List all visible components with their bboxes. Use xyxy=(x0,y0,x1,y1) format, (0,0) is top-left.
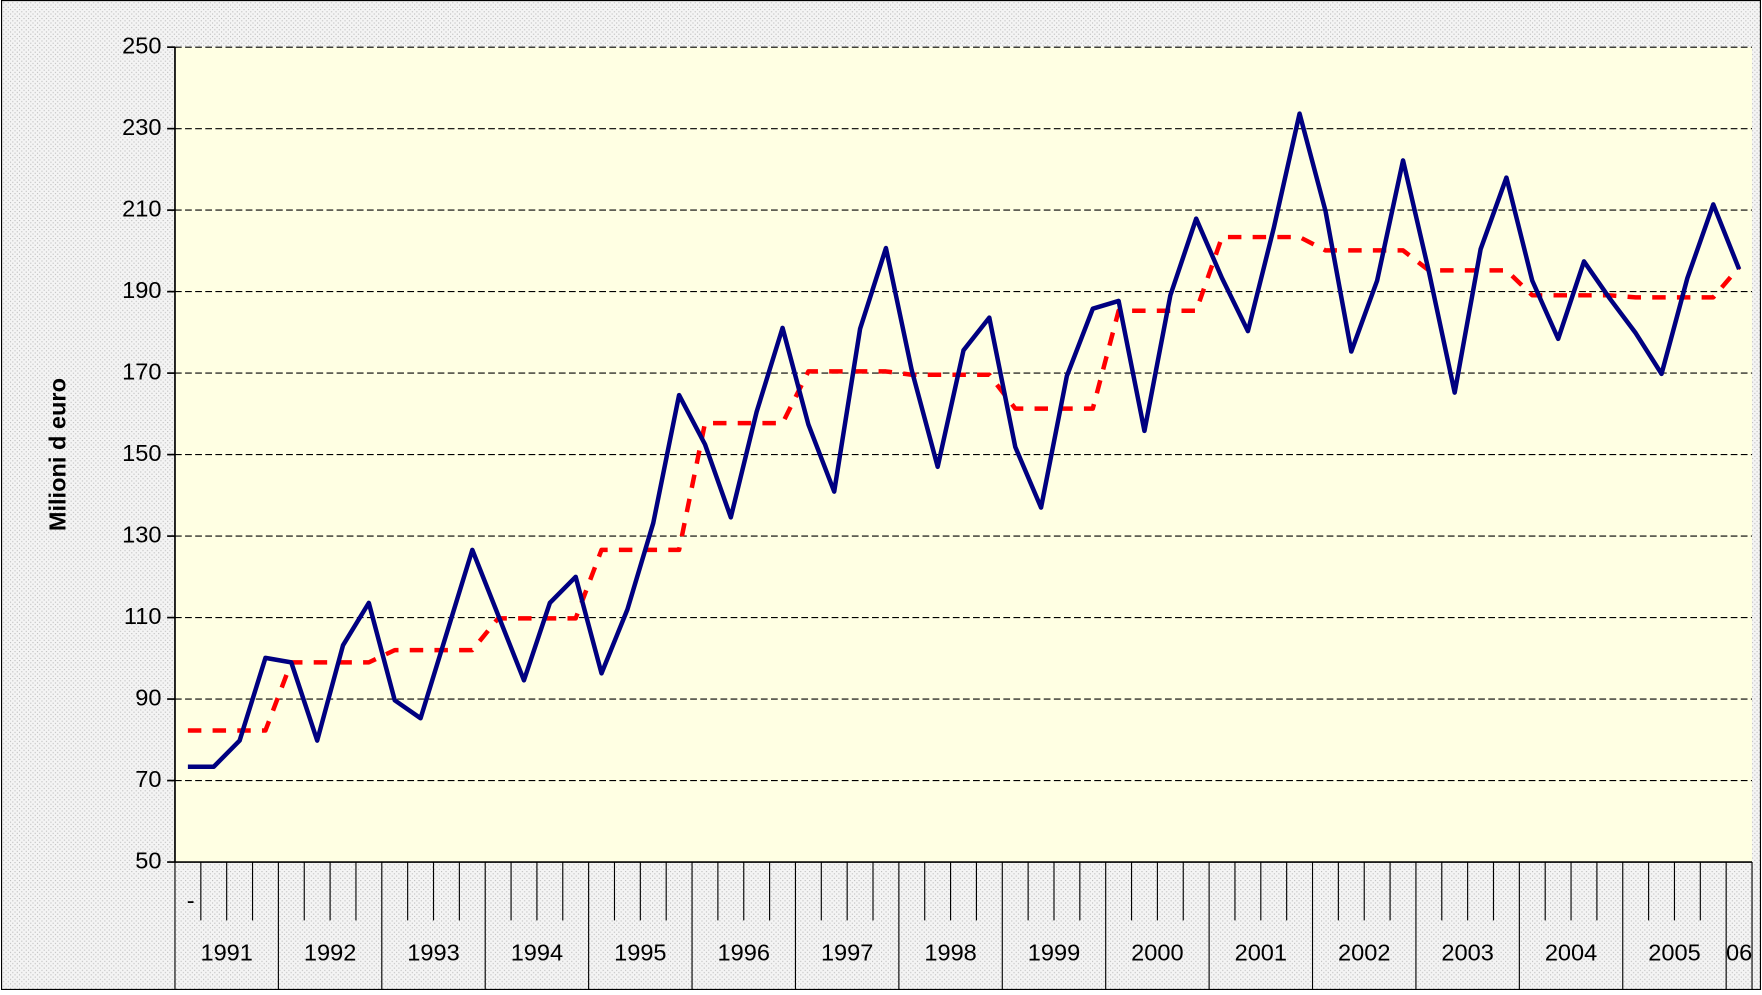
y-tick-label: 70 xyxy=(135,766,161,792)
y-tick-label: 110 xyxy=(124,603,162,629)
x-group-label: 1994 xyxy=(511,939,563,965)
x-group-label: 06 xyxy=(1726,939,1752,965)
y-tick-label: 250 xyxy=(122,32,161,58)
x-group-label: 1992 xyxy=(304,939,356,965)
y-tick-label: 150 xyxy=(122,440,161,466)
x-group-label: 1993 xyxy=(407,939,459,965)
x-group-label: 1991 xyxy=(200,939,252,965)
x-group-label: 2004 xyxy=(1545,939,1597,965)
x-group-label: 1999 xyxy=(1028,939,1080,965)
y-tick-label: 50 xyxy=(135,847,161,873)
x-group-label: 2003 xyxy=(1441,939,1493,965)
y-axis-title: Milioni d euro xyxy=(45,378,71,531)
x-group-label: 2002 xyxy=(1338,939,1390,965)
y-tick-label: 170 xyxy=(122,358,161,384)
y-tick-label: 210 xyxy=(122,195,161,221)
y-tick-label: 90 xyxy=(135,684,161,710)
x-group-label: 1998 xyxy=(924,939,976,965)
annotation: - xyxy=(187,888,195,914)
y-tick-label: 130 xyxy=(122,521,161,547)
y-tick-label: 230 xyxy=(122,114,161,140)
x-group-label: 1995 xyxy=(614,939,666,965)
dashed-line xyxy=(187,234,1741,733)
line xyxy=(187,111,1742,769)
x-group-label: 2005 xyxy=(1648,939,1700,965)
y-tick-label: 190 xyxy=(122,277,161,303)
x-group-label: 2001 xyxy=(1235,939,1287,965)
x-group-label: 1997 xyxy=(821,939,873,965)
x-group-label: 1996 xyxy=(718,939,770,965)
x-group-label: 2000 xyxy=(1131,939,1183,965)
